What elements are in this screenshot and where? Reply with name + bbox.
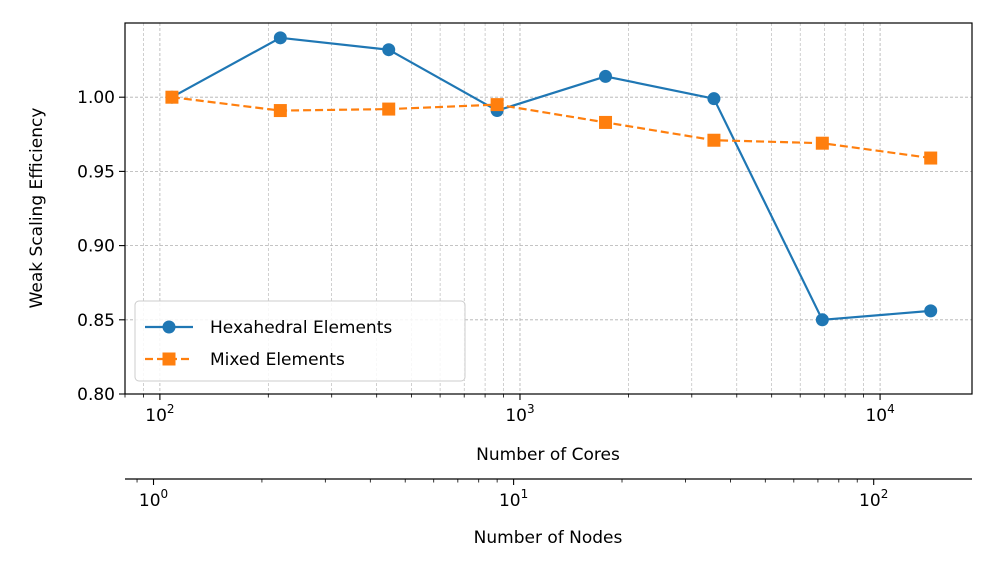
x2-axis-title: Number of Nodes <box>474 528 623 548</box>
data-point-mixed <box>165 90 179 104</box>
series-line-hexahedral <box>171 36 931 321</box>
x-tick-label: 104 <box>865 402 894 426</box>
y-axis-ticks: 0.80 0.85 0.90 0.95 1.00 <box>77 88 125 405</box>
data-point-mixed <box>490 98 504 112</box>
y-tick-label: 1.00 <box>77 88 115 108</box>
data-point-hexahedral <box>815 313 829 327</box>
data-point-hexahedral <box>382 43 396 57</box>
data-point-hexahedral <box>707 92 721 106</box>
series-line-mixed <box>171 96 931 160</box>
y-tick-label: 0.85 <box>77 311 115 331</box>
y-tick-label: 0.90 <box>77 237 115 257</box>
data-point-mixed <box>815 136 829 150</box>
x2-tick-label: 101 <box>499 487 528 511</box>
legend: Hexahedral Elements Mixed Elements <box>134 300 466 382</box>
x-tick-label: 103 <box>505 402 534 426</box>
y-tick-label: 0.80 <box>77 385 115 405</box>
data-point-hexahedral <box>924 304 938 318</box>
data-point-hexahedral <box>273 31 287 45</box>
x2-tick-label: 102 <box>859 487 888 511</box>
data-point-hexahedral <box>599 69 613 83</box>
series-layer <box>165 31 938 327</box>
x2-tick-label: 100 <box>139 487 168 511</box>
data-point-mixed <box>707 133 721 147</box>
legend-hex-label: Hexahedral Elements <box>210 318 392 338</box>
data-point-mixed <box>382 102 396 116</box>
data-point-mixed <box>599 115 613 129</box>
legend-hex-marker <box>162 320 176 334</box>
x-tick-label: 102 <box>145 402 174 426</box>
x-axis-title: Number of Cores <box>476 445 620 465</box>
minor-gridlines <box>124 23 864 394</box>
x-axis-ticks: 102 103 104 <box>124 394 895 426</box>
data-point-mixed <box>924 151 938 165</box>
legend-box <box>134 300 466 382</box>
legend-mixed-marker <box>162 352 176 366</box>
secondary-x-axis: 100 101 102 <box>125 478 972 511</box>
legend-mixed-label: Mixed Elements <box>210 350 345 370</box>
data-point-mixed <box>273 104 287 118</box>
y-axis-title: Weak Scaling Efficiency <box>27 108 47 309</box>
y-tick-label: 0.95 <box>77 162 115 182</box>
plot-frame <box>124 22 973 395</box>
